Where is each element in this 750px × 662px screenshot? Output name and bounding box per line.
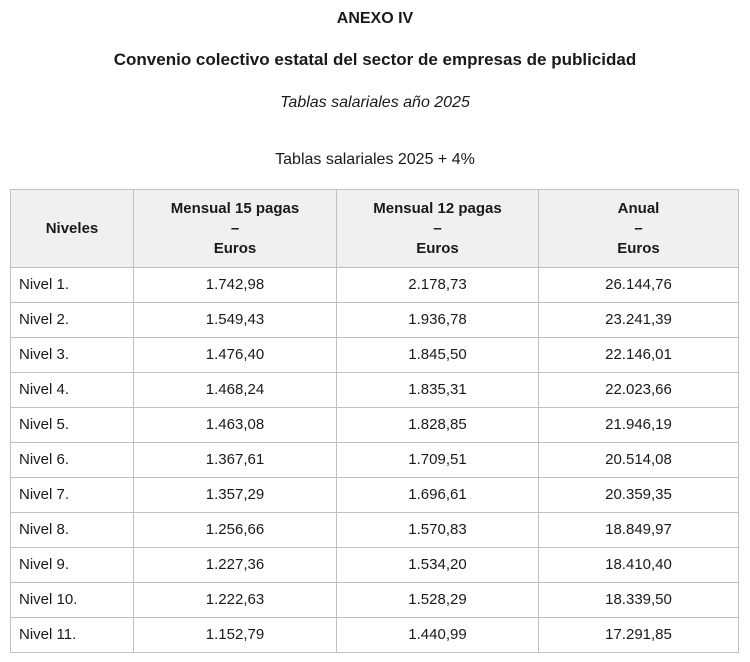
mensual-12-cell: 1.835,31 [336, 372, 539, 408]
mensual-15-cell: 1.367,61 [133, 442, 337, 478]
anual-cell: 18.339,50 [538, 582, 739, 618]
mensual-15-cell: 1.357,29 [133, 477, 337, 513]
mensual-15-cell: 1.549,43 [133, 302, 337, 338]
mensual-15-cell: 1.476,40 [133, 337, 337, 373]
header-cell-anual: Anual – Euros [538, 189, 739, 268]
anual-cell: 22.023,66 [538, 372, 739, 408]
table-row: Nivel 7. 1.357,29 1.696,61 20.359,35 [10, 477, 739, 513]
header-cell-mensual-15: Mensual 15 pagas – Euros [133, 189, 337, 268]
header-dash: – [634, 219, 643, 237]
mensual-12-cell: 1.828,85 [336, 407, 539, 443]
mensual-12-cell: 1.709,51 [336, 442, 539, 478]
nivel-cell: Nivel 1. [10, 267, 134, 303]
header-title: Mensual 15 pagas [170, 199, 300, 217]
heading-annex: ANEXO IV [336, 10, 414, 27]
heading-table-caption: Tablas salariales 2025 + 4% [275, 151, 475, 168]
anual-cell: 18.849,97 [538, 512, 739, 548]
header-dash: – [230, 219, 240, 237]
mensual-15-cell: 1.463,08 [133, 407, 337, 443]
anual-cell: 20.514,08 [538, 442, 739, 478]
mensual-12-cell: 1.696,61 [336, 477, 539, 513]
nivel-cell: Nivel 7. [10, 477, 134, 513]
table-row: Nivel 8. 1.256,66 1.570,83 18.849,97 [10, 512, 739, 548]
nivel-cell: Nivel 8. [10, 512, 134, 548]
mensual-15-cell: 1.152,79 [133, 617, 337, 653]
mensual-15-cell: 1.227,36 [133, 547, 337, 583]
table-row: Nivel 6. 1.367,61 1.709,51 20.514,08 [10, 442, 739, 478]
nivel-cell: Nivel 2. [10, 302, 134, 338]
anual-cell: 18.410,40 [538, 547, 739, 583]
table-row: Nivel 4. 1.468,24 1.835,31 22.023,66 [10, 372, 739, 408]
table-row: Nivel 1. 1.742,98 2.178,73 26.144,76 [10, 267, 739, 303]
mensual-15-cell: 1.742,98 [133, 267, 337, 303]
table-row: Nivel 10. 1.222,63 1.528,29 18.339,50 [10, 582, 739, 618]
nivel-cell: Nivel 6. [10, 442, 134, 478]
nivel-cell: Nivel 3. [10, 337, 134, 373]
mensual-12-cell: 2.178,73 [336, 267, 539, 303]
table-row: Nivel 3. 1.476,40 1.845,50 22.146,01 [10, 337, 739, 373]
heading-subtitle: Tablas salariales año 2025 [280, 94, 470, 111]
anual-cell: 21.946,19 [538, 407, 739, 443]
table-row: Nivel 5. 1.463,08 1.828,85 21.946,19 [10, 407, 739, 443]
mensual-15-cell: 1.256,66 [133, 512, 337, 548]
anual-cell: 17.291,85 [538, 617, 739, 653]
header-cell-mensual-12: Mensual 12 pagas – Euros [336, 189, 539, 268]
mensual-12-cell: 1.845,50 [336, 337, 539, 373]
nivel-cell: Nivel 4. [10, 372, 134, 408]
header-cell-niveles: Niveles [10, 189, 134, 268]
anual-cell: 22.146,01 [538, 337, 739, 373]
mensual-12-cell: 1.936,78 [336, 302, 539, 338]
mensual-12-cell: 1.534,20 [336, 547, 539, 583]
header-unit: Euros [617, 239, 660, 257]
header-title: Mensual 12 pagas [373, 199, 502, 217]
mensual-15-cell: 1.468,24 [133, 372, 337, 408]
table-header-row: Niveles Mensual 15 pagas – Euros Mensual… [10, 189, 739, 268]
mensual-12-cell: 1.570,83 [336, 512, 539, 548]
mensual-12-cell: 1.528,29 [336, 582, 539, 618]
table-row: Nivel 11. 1.152,79 1.440,99 17.291,85 [10, 617, 739, 653]
heading-title: Convenio colectivo estatal del sector de… [113, 50, 637, 69]
nivel-cell: Nivel 5. [10, 407, 134, 443]
anual-cell: 20.359,35 [538, 477, 739, 513]
nivel-cell: Nivel 10. [10, 582, 134, 618]
header-unit: Euros [213, 239, 257, 257]
anual-cell: 26.144,76 [538, 267, 739, 303]
table-row: Nivel 9. 1.227,36 1.534,20 18.410,40 [10, 547, 739, 583]
salary-table: Niveles Mensual 15 pagas – Euros Mensual… [10, 189, 739, 653]
header-dash: – [433, 219, 442, 237]
mensual-15-cell: 1.222,63 [133, 582, 337, 618]
header-unit: Euros [416, 239, 459, 257]
header-title: Anual [617, 199, 660, 217]
nivel-cell: Nivel 9. [10, 547, 134, 583]
anual-cell: 23.241,39 [538, 302, 739, 338]
table-row: Nivel 2. 1.549,43 1.936,78 23.241,39 [10, 302, 739, 338]
mensual-12-cell: 1.440,99 [336, 617, 539, 653]
nivel-cell: Nivel 11. [10, 617, 134, 653]
